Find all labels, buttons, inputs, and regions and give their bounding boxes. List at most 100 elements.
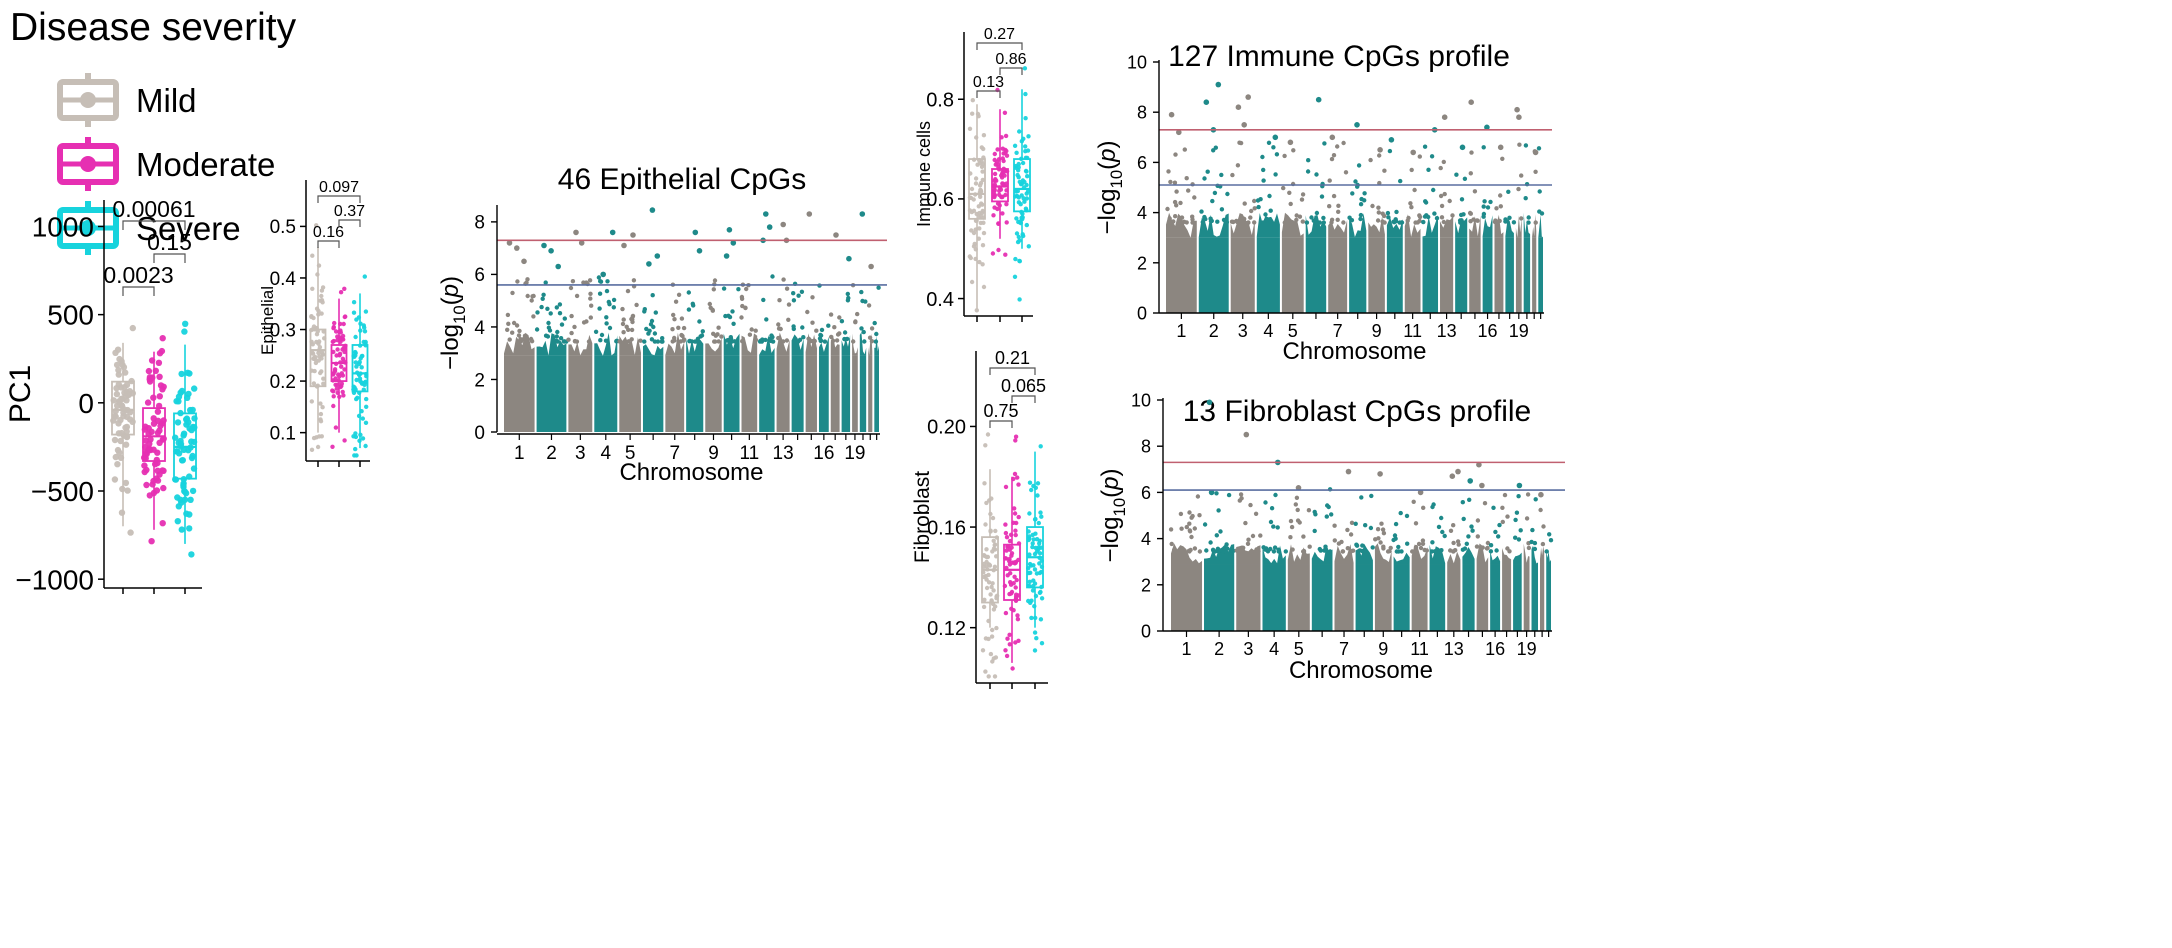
snp-point [606,299,611,305]
data-point [315,444,321,450]
snp-point [1187,528,1193,533]
snp-point [1306,508,1312,513]
chromosome-4-peaks [1256,213,1280,238]
data-point [997,188,1002,193]
data-point [315,383,320,388]
data-point [1034,549,1040,554]
snp-point [1321,220,1327,225]
data-point [117,454,125,461]
plot-title: 127 Immune CpGs profile [1168,40,1510,73]
top-hit-point [1516,482,1523,489]
data-point [363,443,368,449]
snp-point [1424,213,1429,218]
snp-point [739,294,745,300]
snp-point [1370,203,1375,209]
top-hit-point [1354,122,1360,128]
data-point [154,467,161,474]
snp-point [1358,202,1364,207]
snp-point [708,305,713,310]
snp-point [1541,524,1546,529]
data-point [1021,136,1026,141]
data-point [983,443,988,448]
snp-point [716,339,721,344]
data-point [1039,584,1044,590]
y-tick-label: 0 [78,388,94,419]
snp-point [1376,210,1382,215]
snp-point [769,333,774,338]
data-point [362,329,368,334]
legend-item-mild: Mild [57,73,197,127]
data-point [1008,582,1014,587]
snp-point [1322,141,1327,146]
chromosome-14-block [1455,237,1468,313]
data-point [1038,545,1044,550]
snp-point [604,288,610,294]
snp-point [1359,548,1365,554]
data-point [330,388,335,393]
snp-point [1498,193,1503,198]
snp-point [859,326,864,331]
legend-item-severe: Severe [57,201,241,255]
snp-point [1314,172,1319,177]
chromosome-3-block [568,355,593,432]
data-point [331,338,336,344]
x-tick-label: 3 [575,443,586,464]
snp-point [799,289,805,294]
data-point [360,436,366,441]
snp-point [1445,220,1451,225]
snp-point [784,338,790,343]
epithelial-boxplot: 0.1 0.2 0.3 0.4 0.5 Epithelial 0.16 0.37 0.097 [258,179,370,467]
data-point [991,568,996,573]
snp-point [1381,531,1387,536]
chromosome-12-peaks [1422,215,1439,238]
snp-point [1529,539,1534,545]
chromosome-20-peaks [859,332,867,356]
snp-point [1294,495,1300,500]
data-point [973,227,978,232]
snp-point [1209,218,1215,224]
snp-point [1411,499,1416,504]
snp-point [719,334,724,339]
data-point [1023,116,1028,121]
data-point [1004,181,1009,186]
chromosome-17-peaks [1502,548,1512,565]
snp-point [1192,546,1198,551]
data-point [337,352,342,357]
snp-point [1212,190,1218,196]
top-hit-point [766,224,773,230]
chromosome-16-peaks [1490,551,1501,565]
data-point [339,383,344,389]
snp-point [679,332,684,338]
significance-bracket: 0.21 [989,348,1036,375]
snp-point [659,339,664,344]
snp-point [1514,510,1520,515]
data-point [977,190,983,195]
snp-point [1482,199,1487,204]
data-point [1003,133,1009,139]
top-hit-point [609,229,616,236]
snp-point [1409,205,1414,210]
snp-point [1387,549,1392,554]
snp-point [1379,521,1384,526]
data-point [1020,216,1025,222]
y-label-subscript: 10 [1107,170,1126,189]
snp-point [1497,218,1502,224]
snp-point [557,311,563,316]
snp-point [1441,219,1447,225]
snp-point [1461,516,1466,522]
chromosome-8-block [1355,564,1373,631]
y-tick-label: 0.4 [270,269,297,290]
snp-point [1413,544,1419,550]
data-point [314,223,319,228]
snp-point [524,339,530,344]
chromosome-5-block [1287,564,1310,631]
top-hit-point [1417,489,1424,496]
chromosome-4-peaks [594,332,618,356]
snp-point [1432,211,1437,216]
snp-point [1409,167,1414,173]
data-point [988,651,994,657]
top-hit-point [514,245,520,251]
snp-point [1368,525,1374,531]
snp-point [547,328,553,333]
p-value-label: 0.0023 [103,262,173,288]
